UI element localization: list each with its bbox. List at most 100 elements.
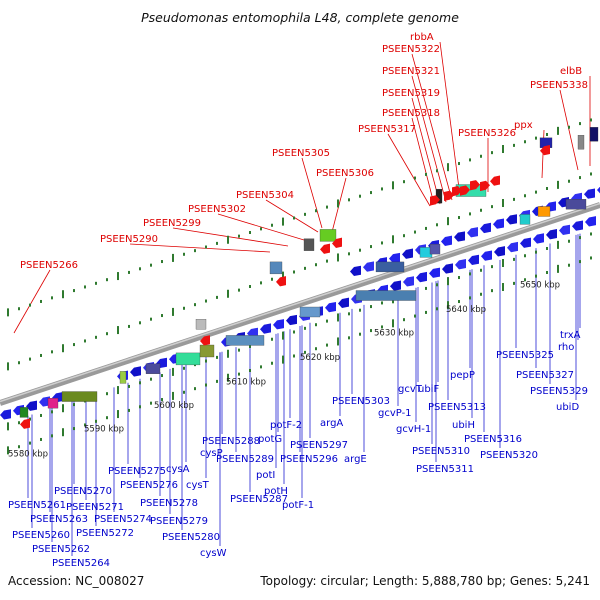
track-tick xyxy=(458,300,460,304)
track-tick xyxy=(337,337,339,346)
gene-block xyxy=(519,214,531,225)
track-tick xyxy=(480,268,482,272)
track-tick xyxy=(535,274,537,278)
gene-arrow xyxy=(460,185,470,196)
track-tick xyxy=(271,277,273,281)
track-tick xyxy=(502,259,504,268)
kbp-tick-label: 5610 kbp xyxy=(226,377,266,387)
track-tick xyxy=(414,314,416,318)
kbp-tick-label: 5590 kbp xyxy=(84,424,124,434)
bottom-gene-label: cysW xyxy=(200,548,227,559)
track-tick xyxy=(348,336,350,340)
gene-arrow xyxy=(481,250,492,261)
kbp-tick-label: 5630 kbp xyxy=(374,329,414,339)
bottom-gene-label: PSEEN5325 xyxy=(496,350,554,361)
track-tick xyxy=(337,253,339,262)
track-tick xyxy=(557,240,559,249)
gene-block xyxy=(19,407,29,418)
bottom-gene-label: PSEEN5313 xyxy=(428,402,486,413)
track-tick xyxy=(18,307,20,311)
track-tick xyxy=(51,350,53,354)
track-tick xyxy=(524,278,526,282)
track-tick xyxy=(106,416,108,420)
track-tick xyxy=(304,350,306,354)
track-tick xyxy=(249,369,251,372)
track-tick xyxy=(381,241,383,245)
track-tick xyxy=(216,355,218,359)
gene-arrow xyxy=(455,259,466,270)
track-tick xyxy=(293,270,295,274)
top-gene-label: PSEEN5317 xyxy=(358,124,416,135)
track-tick xyxy=(194,249,196,253)
track-tick xyxy=(568,263,570,267)
track-tick xyxy=(84,339,86,343)
track-tick xyxy=(282,331,284,340)
track-tick xyxy=(579,260,581,264)
track-tick xyxy=(227,235,229,244)
gene-arrow xyxy=(490,175,500,186)
track-tick xyxy=(403,180,405,184)
track-tick xyxy=(392,181,394,190)
track-tick xyxy=(117,272,119,281)
track-tick xyxy=(469,212,471,216)
track-tick xyxy=(73,343,75,347)
track-tick xyxy=(117,326,119,335)
gene-block xyxy=(577,135,585,150)
track-tick xyxy=(403,318,405,322)
track-tick xyxy=(139,381,141,385)
track-tick xyxy=(29,441,31,445)
bottom-gene-label: PSEEN5278 xyxy=(140,498,198,509)
track-tick xyxy=(40,437,42,441)
track-tick xyxy=(447,217,449,226)
track-tick xyxy=(447,163,449,172)
track-tick xyxy=(205,383,207,387)
track-tick xyxy=(469,272,471,276)
top-gene-label: PSEEN5322 xyxy=(382,44,440,55)
gene-block xyxy=(195,319,207,330)
track-tick xyxy=(172,367,174,376)
gene-arrow xyxy=(441,235,452,246)
bottom-gene-label: potG xyxy=(258,434,282,445)
kbp-tick-label: 5580 kbp xyxy=(8,449,48,459)
track-tick xyxy=(117,410,119,419)
bottom-gene-label: ubiH xyxy=(452,420,475,431)
track-tick xyxy=(579,236,581,240)
gene-arrow xyxy=(389,252,400,264)
gene-arrow xyxy=(320,243,330,254)
gene-block xyxy=(145,363,161,374)
gene-arrow xyxy=(325,301,336,313)
track-tick xyxy=(271,223,273,227)
track-tick xyxy=(370,329,372,333)
bottom-gene-label: PSEEN5287 xyxy=(230,494,288,505)
track-tick xyxy=(535,136,537,140)
bottom-gene-label: potH xyxy=(264,486,288,497)
track-tick xyxy=(524,254,526,258)
track-tick xyxy=(282,355,284,364)
track-tick xyxy=(425,226,427,230)
track-tick xyxy=(535,190,537,194)
track-tick xyxy=(150,401,152,405)
track-tick xyxy=(7,422,9,431)
track-tick xyxy=(370,191,372,195)
track-tick xyxy=(271,361,273,365)
gene-block xyxy=(225,335,265,346)
accession-text: Accession: NC_008027 xyxy=(8,574,145,588)
bottom-gene-label: gcvP-1 xyxy=(378,408,412,419)
track-tick xyxy=(425,286,427,290)
track-tick xyxy=(249,345,251,348)
gene-arrow xyxy=(559,224,570,236)
kbp-tick-label: 5650 kbp xyxy=(520,280,560,290)
track-tick xyxy=(40,413,42,417)
track-tick xyxy=(359,194,361,198)
track-tick xyxy=(51,410,53,414)
kbp-scale-labels: 5580 kbp 5590 kbp 5600 kbp 5610 kbp 5620 kbp… xyxy=(8,280,560,459)
bottom-gene-label: PSEEN5320 xyxy=(480,450,538,461)
gene-block xyxy=(565,199,587,210)
bottom-gene-label: PSEEN5270 xyxy=(54,486,112,497)
track-tick xyxy=(590,232,592,236)
top-gene-label: PSEEN5290 xyxy=(100,234,158,245)
track-tick xyxy=(348,198,350,202)
track-tick xyxy=(436,169,438,173)
track-tick xyxy=(161,314,163,318)
